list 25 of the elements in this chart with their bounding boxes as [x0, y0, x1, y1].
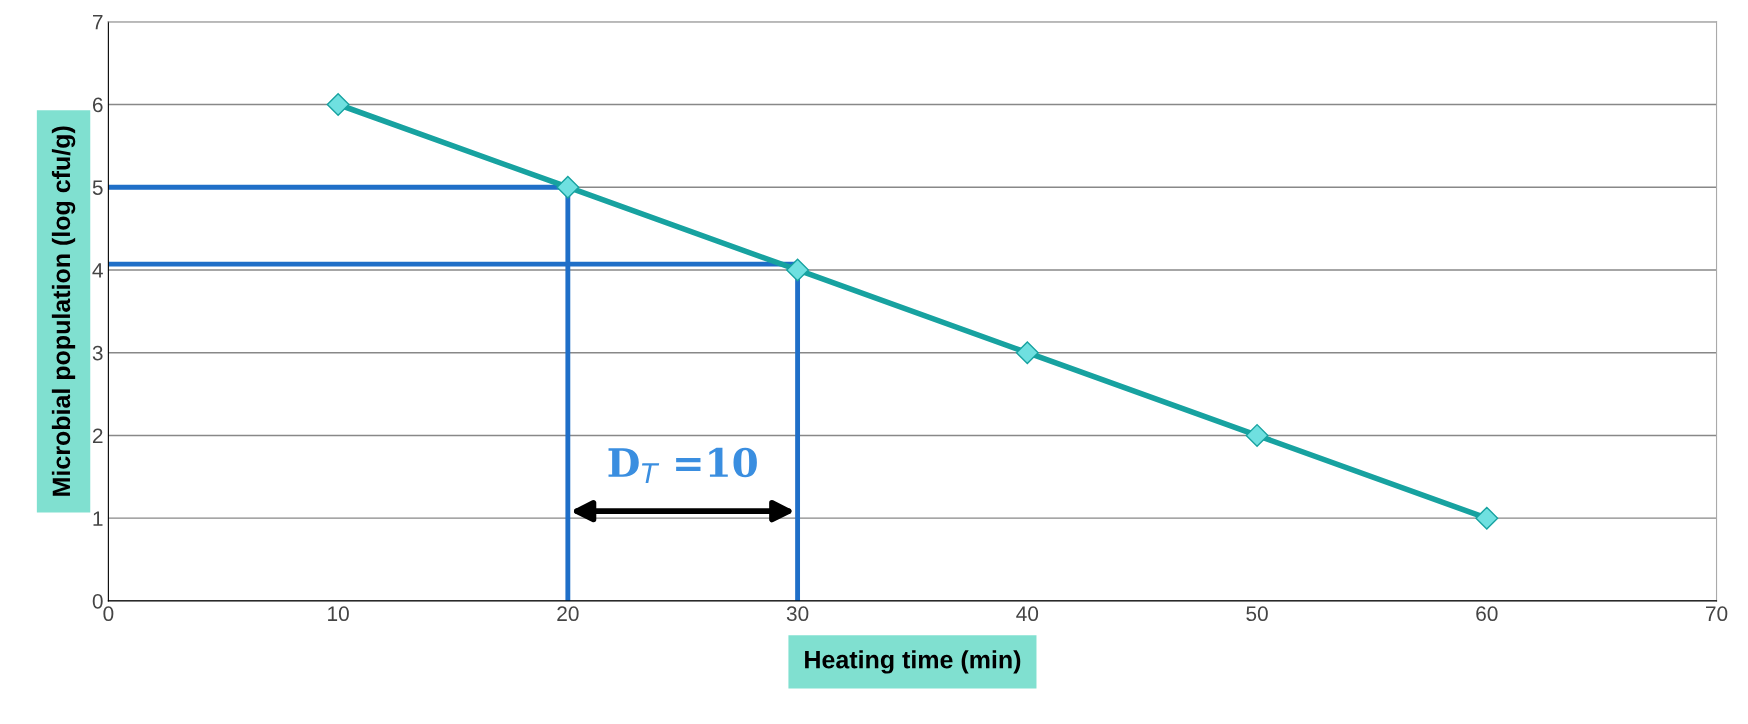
x-tick-label: 70 [1706, 606, 1728, 622]
y-tick-label: 6 [92, 97, 103, 113]
point [326, 92, 350, 116]
x-tick-label: 30 [786, 606, 809, 622]
x-tick-label: 40 [1016, 606, 1039, 622]
y-tick-label: 3 [92, 345, 103, 361]
y-tick-label: 0 [92, 593, 103, 609]
x-tick-label: 0 [103, 606, 114, 622]
point [786, 258, 810, 282]
y-tick-label: 5 [92, 180, 103, 195]
point [1015, 341, 1039, 365]
y-tick-label: 4 [92, 263, 103, 278]
x-tick-label: 60 [1476, 606, 1498, 622]
y-tick-label: 7 [93, 14, 103, 30]
x-tick-label: 20 [557, 606, 579, 622]
annotation: D$_{T}$ =10 [608, 447, 757, 484]
point [556, 175, 580, 199]
y-tick-label: 1 [93, 511, 103, 526]
x-axis-title: Heating time (min) [805, 650, 1021, 674]
point [1245, 423, 1269, 447]
y-tick-label: 2 [92, 428, 103, 443]
point [1475, 506, 1499, 530]
x-tick-label: 10 [328, 606, 349, 622]
y-axis-title: Microbial population (log cfu/g) [51, 126, 76, 496]
x-tick-label: 50 [1246, 606, 1268, 622]
